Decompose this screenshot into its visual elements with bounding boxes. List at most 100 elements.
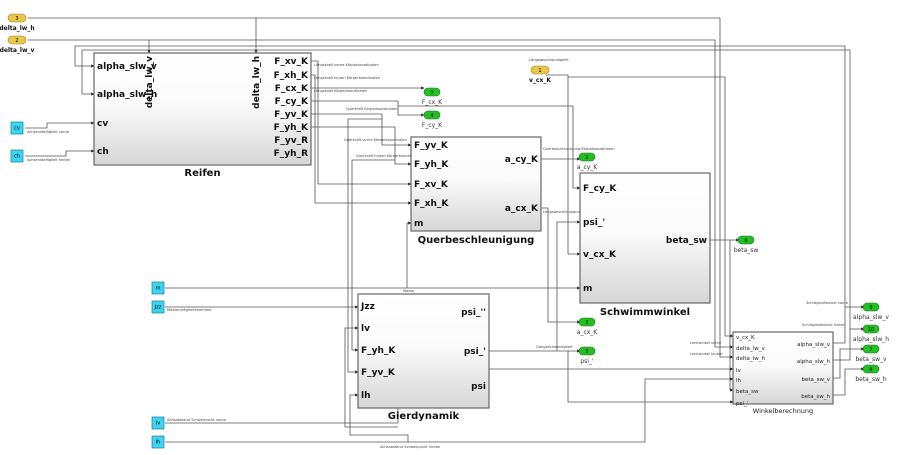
signal-label-vcx: Längsgeschwindigkeit [529, 58, 569, 62]
block-winkel[interactable]: v_cx_K delta_lw_v delta_lw_hlv lh beta_swpsi… [732, 331, 834, 415]
inport-delta_lw_v[interactable]: 2 delta_lw_v [0, 35, 35, 54]
wire-beta-sw-v[interactable] [833, 347, 865, 379]
wire-lv-gier[interactable] [344, 326, 398, 428]
outport-a_cy_K[interactable]: 2 a_cy_K [577, 152, 599, 171]
block-name[interactable]: Schwimmwinkel [600, 307, 690, 318]
constant-box[interactable] [151, 281, 165, 295]
output-port-label: F_cy_K [275, 97, 309, 107]
outport-alpha_slw_h[interactable]: 10 alpha_slw_h [853, 324, 889, 343]
block-body[interactable] [732, 331, 834, 405]
inport-oval[interactable] [7, 35, 27, 45]
outport-number: 2 [585, 155, 588, 161]
output-port-label: psi_'' [461, 308, 486, 318]
constant-value: lh [156, 440, 161, 446]
wire-a-cx-k[interactable] [541, 207, 581, 324]
outport-oval[interactable] [862, 302, 880, 312]
wire-f-yh-k-gier[interactable] [351, 159, 395, 352]
wire-psi-d-schwimm[interactable] [556, 220, 581, 351]
constant-cv[interactable]: cv [10, 121, 24, 135]
constant-Jzz[interactable]: Jzz [151, 300, 165, 314]
wire-beta-sw-winkel[interactable] [729, 240, 734, 392]
block-schwimm[interactable]: F_cy_K psi_' v_cx_Km beta_sw Schwimmwinkel [579, 172, 711, 318]
wire-f-yv-k-gier[interactable] [347, 118, 382, 374]
wire-f-cy-k-schwimm[interactable] [398, 105, 581, 190]
wire-lh-gier[interactable] [349, 393, 409, 442]
signal-label-asv: Schräglaufwinkel vorne [806, 301, 849, 305]
wire-alpha-slw-v-feedback[interactable] [74, 45, 846, 344]
wire-v-cx-k[interactable] [546, 74, 581, 256]
inport-oval[interactable] [7, 13, 27, 23]
block-body[interactable] [93, 52, 312, 166]
constant-lv[interactable]: lv [151, 416, 165, 430]
outport-oval[interactable] [737, 235, 755, 245]
outport-F_cy_K[interactable]: 4 F_cy_K [422, 110, 443, 129]
outport-psi_d[interactable]: 5 psi_' [578, 346, 596, 365]
outport-F_cx_K[interactable]: 3 F_cx_K [422, 87, 443, 106]
outport-oval[interactable] [862, 364, 880, 374]
block-quer[interactable]: F_yv_K F_yh_K F_xv_K F_xh_Km a_cy_K a_cx_K Que… [410, 136, 542, 246]
output-port-label: F_cx_K [275, 84, 309, 94]
output-port-label: F_yv_R [274, 136, 308, 146]
outport-label: a_cy_K [577, 164, 599, 171]
constant-box[interactable] [151, 300, 165, 314]
top-port-label: delta_lw_h [252, 56, 262, 109]
outport-oval[interactable] [578, 317, 596, 327]
outport-oval[interactable] [578, 346, 596, 356]
wire-delta-lw-v[interactable] [28, 39, 734, 349]
output-port-label: beta_sw_v [801, 377, 830, 383]
wire-lh[interactable] [165, 377, 734, 443]
outport-beta_sw[interactable]: 6 beta_sw [734, 235, 759, 254]
outport-a_cx_K[interactable]: 1 a_cx_K [577, 317, 599, 336]
wire-delta-lw-h[interactable] [28, 17, 734, 359]
wire-f-yh-k[interactable] [311, 126, 412, 166]
inport-label: v_cx_K [529, 77, 551, 84]
constant-ch[interactable]: ch [10, 149, 24, 163]
outport-oval[interactable] [862, 324, 880, 334]
constant-box[interactable] [151, 435, 165, 449]
wire-cv[interactable] [25, 121, 95, 129]
signal-label-dlh: Lenkwinkel hinten [690, 352, 722, 356]
signal-label-fyh: Querkraft hinten Körperkoordinaten [356, 154, 420, 158]
outport-oval[interactable] [578, 152, 596, 162]
wire-v-cx-k-winkel[interactable] [568, 76, 734, 338]
constant-lh[interactable]: lh [151, 435, 165, 449]
outport-beta_sw_h[interactable]: 8 beta_sw_h [855, 364, 887, 383]
signal-label-fxh: Längskraft hinten Körperkoordinaten [314, 76, 380, 80]
input-port-label: F_cy_K [583, 184, 617, 194]
output-port-label: beta_sw_h [801, 394, 830, 400]
block-body[interactable] [357, 293, 490, 409]
wire-m-quer[interactable] [406, 221, 412, 288]
constant-box[interactable] [10, 149, 24, 163]
outport-beta_sw_v[interactable]: 7 beta_sw_v [855, 344, 887, 363]
block-name[interactable]: Querbeschleunigung [418, 235, 535, 246]
constant-box[interactable] [151, 416, 165, 430]
inport-oval[interactable] [530, 65, 550, 75]
wire-f-yv-k[interactable] [311, 113, 412, 147]
constant-m[interactable]: m [151, 281, 165, 295]
constant-box[interactable] [10, 121, 24, 135]
block-name[interactable]: Gierdynamik [388, 411, 460, 422]
block-body[interactable] [410, 136, 542, 232]
wire-beta-sw-h[interactable] [833, 367, 865, 396]
block-gier[interactable]: Jzz lv F_yh_K F_yv_Klh psi_'' psi_'psi Gierdyn… [357, 293, 490, 422]
wire-f-xh-k[interactable] [311, 74, 412, 205]
wire-ch[interactable] [25, 149, 95, 157]
input-port-label: F_xv_K [414, 180, 449, 190]
wire-f-cy-k[interactable] [311, 100, 425, 117]
inport-delta_lw_h[interactable]: 3 delta_lw_h [0, 13, 35, 32]
wire-f-xv-k[interactable] [311, 60, 412, 186]
block-name[interactable]: Reifen [184, 168, 220, 179]
outport-oval[interactable] [423, 110, 441, 120]
block-reifen[interactable]: alpha_slw_v alpha_slw_hcv ch F_xv_K F_xh_K F_… [93, 52, 312, 179]
block-body[interactable] [579, 172, 711, 304]
signal-label-psi: Giergeschwindigkeit [536, 345, 573, 349]
outport-alpha_slw_v[interactable]: 9 alpha_slw_v [853, 302, 889, 321]
outport-oval[interactable] [423, 87, 441, 97]
block-name[interactable]: Winkelberechnung [753, 407, 813, 415]
wire-alpha-slw-h-feedback[interactable] [81, 49, 851, 361]
wire-psi-d-winkel[interactable] [567, 351, 734, 404]
inport-v_cx_K[interactable]: 1 v_cx_K [529, 65, 551, 84]
outport-oval[interactable] [862, 344, 880, 354]
signal-label-jzz: Massenträgheitsmoment [167, 308, 212, 312]
